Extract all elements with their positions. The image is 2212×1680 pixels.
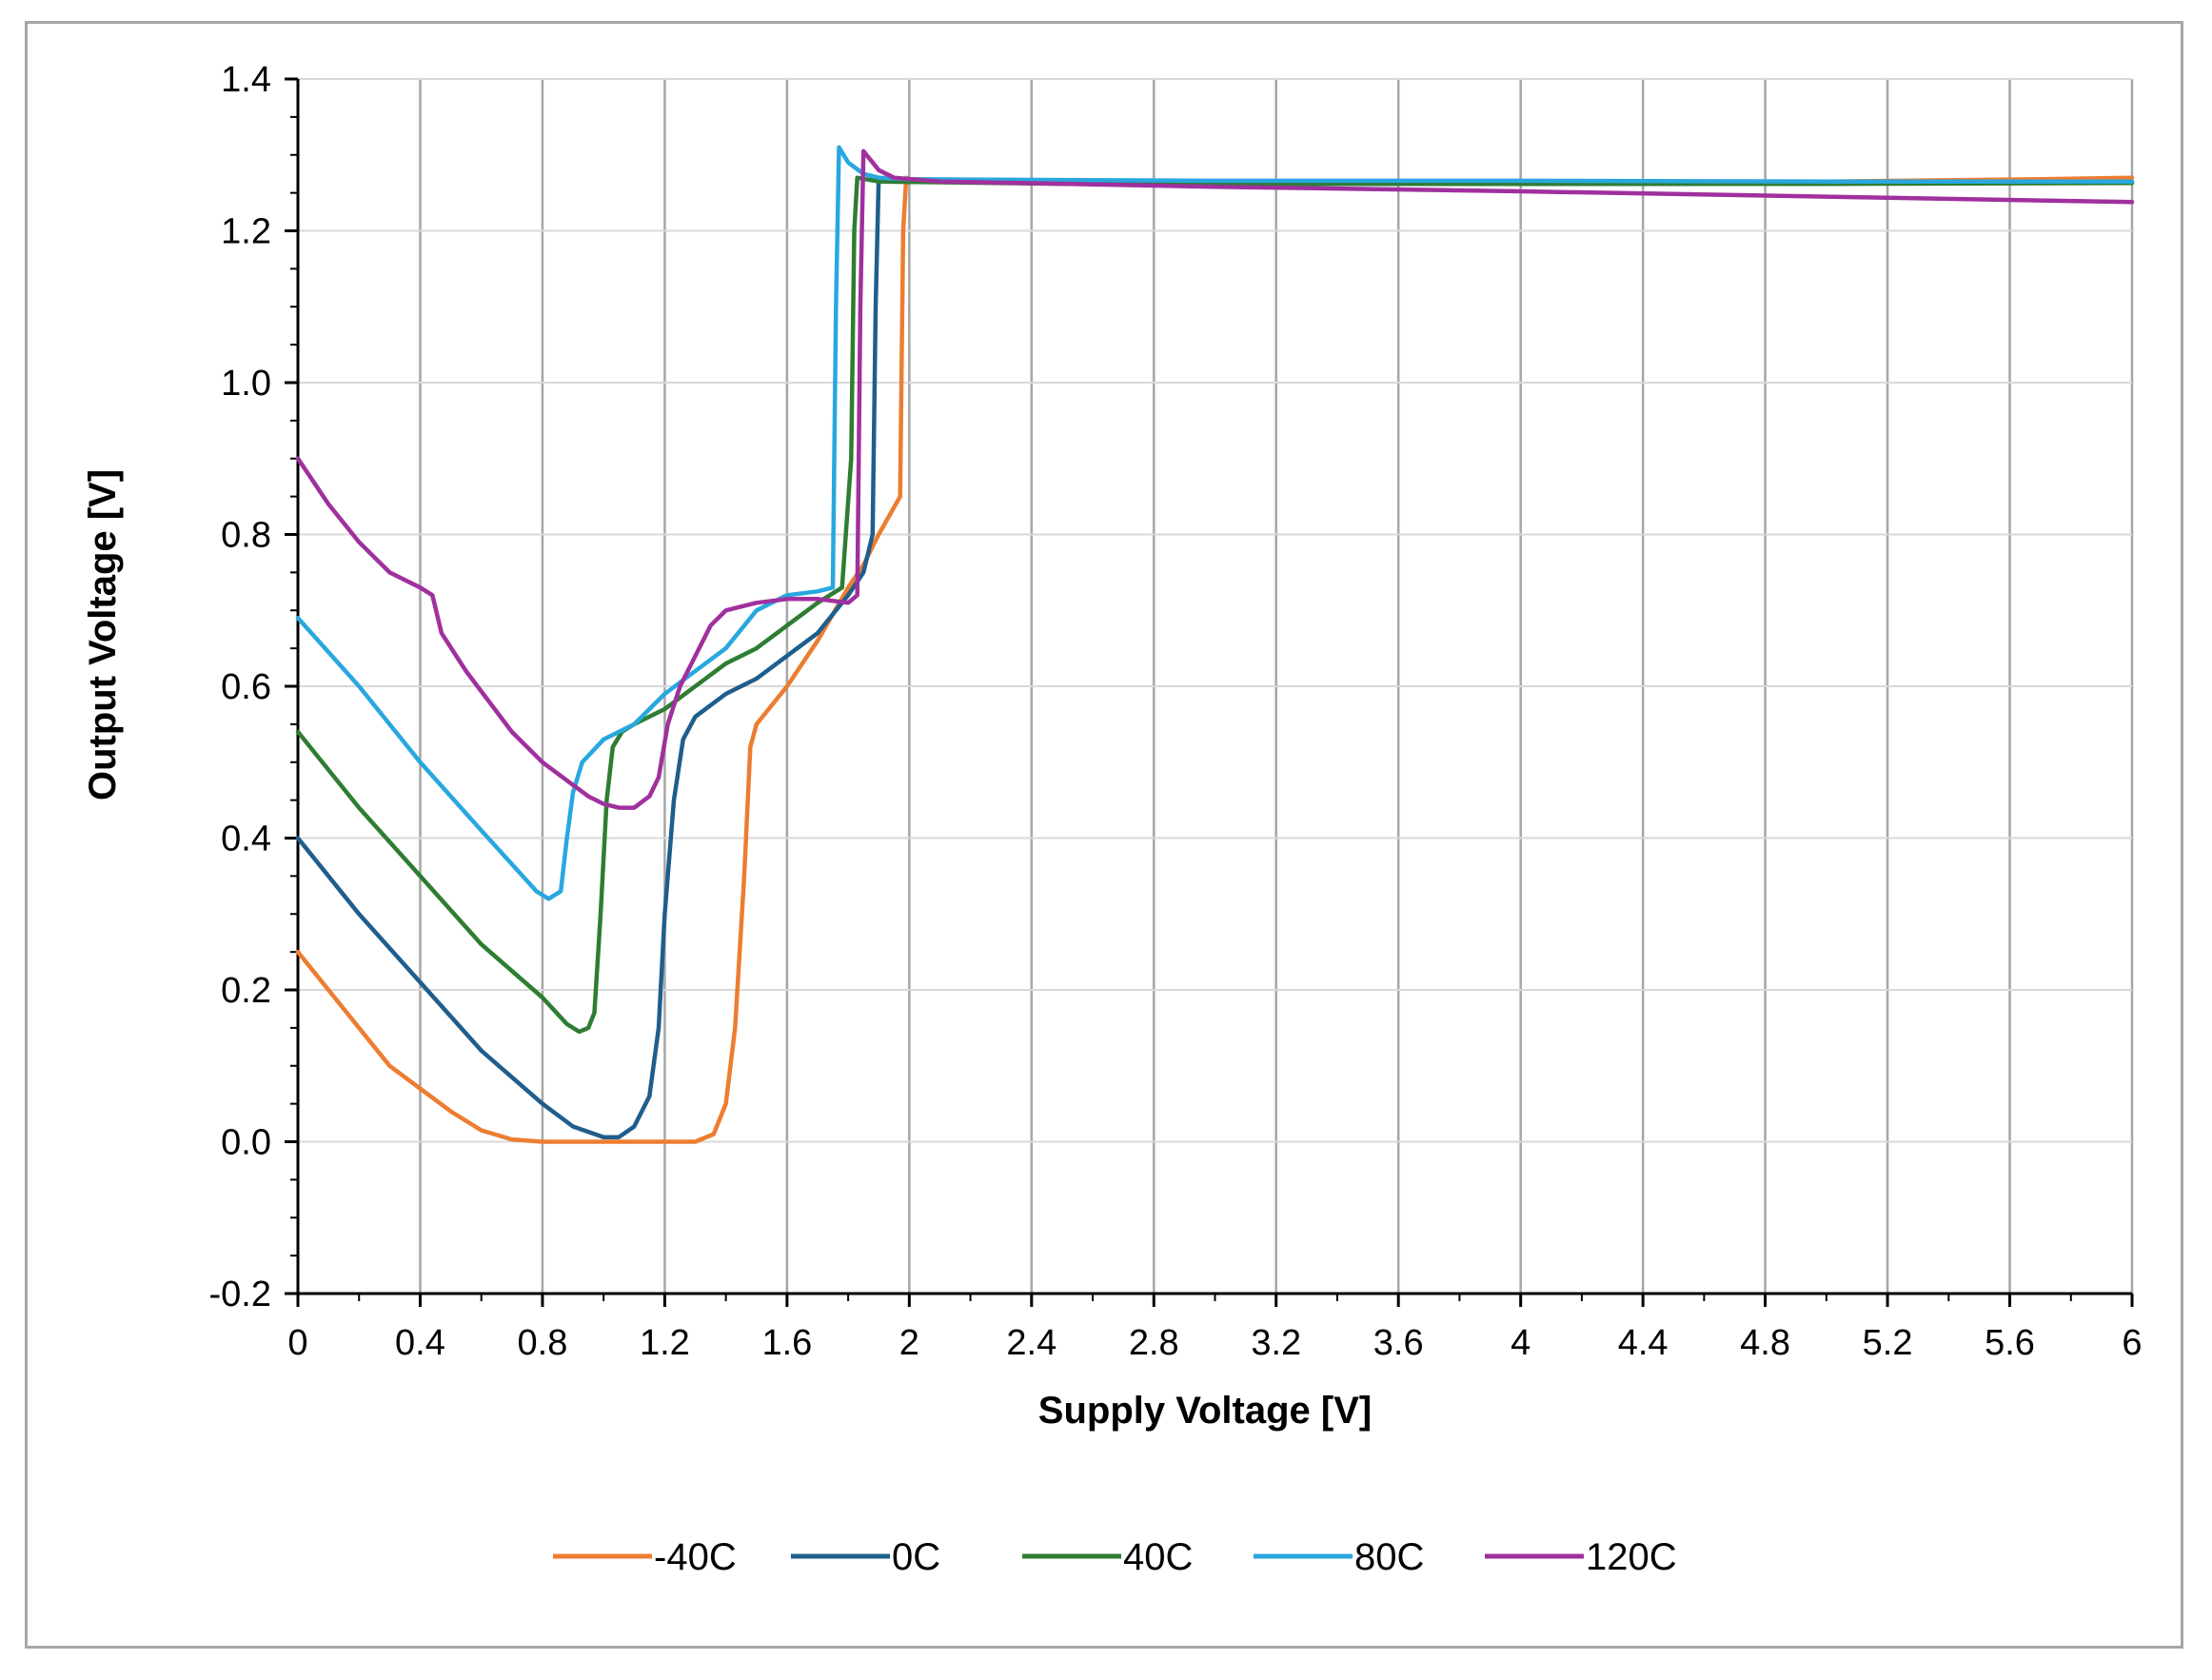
chart-frame: -0.2 0.0 0.2 0.4 0.6 0.8 1.0 1.2 1.4 0 0.4 0.8 1.2 1… xyxy=(25,21,2183,1649)
axes xyxy=(285,77,2134,1307)
gridlines xyxy=(298,78,2134,1294)
y-axis-title: Output Voltage [V] xyxy=(82,469,124,800)
legend-label: 120C xyxy=(1586,1536,1677,1578)
series-line--40C xyxy=(295,175,2135,1144)
y-tick-label: 0.0 xyxy=(221,1123,271,1163)
legend-label: 0C xyxy=(892,1536,940,1578)
y-tick-label: -0.2 xyxy=(209,1275,271,1314)
legend: -40C 0C 40C 80C 120C xyxy=(553,1536,1677,1578)
x-tick-label: 2.8 xyxy=(1129,1323,1179,1363)
x-axis-title: Supply Voltage [V] xyxy=(1038,1390,1372,1432)
x-tick-label: 3.6 xyxy=(1373,1323,1424,1363)
y-tick-label: 1.2 xyxy=(221,212,271,252)
series-lines xyxy=(295,145,2135,1144)
y-tick-label: 1.0 xyxy=(221,364,271,404)
y-tick-label: 0.8 xyxy=(221,516,271,556)
x-tick-label: 2 xyxy=(899,1323,919,1363)
x-tick-label: 0.4 xyxy=(395,1323,445,1363)
x-tick-label: 5.2 xyxy=(1863,1323,1913,1363)
y-tick-label: 0.4 xyxy=(221,820,271,860)
series-line-40C xyxy=(295,175,2135,1035)
x-tick-label: 0.8 xyxy=(518,1323,568,1363)
x-tick-label: 0 xyxy=(287,1323,307,1363)
x-tick-label: 1.6 xyxy=(761,1323,812,1363)
x-tick-label: 4.8 xyxy=(1740,1323,1790,1363)
x-tick-label: 4 xyxy=(1511,1323,1531,1363)
y-tick-label: 1.4 xyxy=(221,60,271,100)
x-tick-label: 5.6 xyxy=(1985,1323,2035,1363)
x-tick-label: 4.4 xyxy=(1618,1323,1669,1363)
y-tick-labels: -0.2 0.0 0.2 0.4 0.6 0.8 1.0 1.2 1.4 xyxy=(209,60,271,1314)
legend-label: -40C xyxy=(654,1536,737,1578)
series-line-0C xyxy=(295,175,2135,1139)
x-tick-label: 1.2 xyxy=(640,1323,690,1363)
x-tick-labels: 0 0.4 0.8 1.2 1.6 2 2.4 2.8 3.2 3.6 4 4.4 4.8 5.2 5.6 6 xyxy=(287,1323,2142,1363)
series-line-120C xyxy=(295,148,2135,810)
x-tick-label: 2.4 xyxy=(1006,1323,1057,1363)
x-tick-label: 6 xyxy=(2122,1323,2142,1363)
line-chart: -0.2 0.0 0.2 0.4 0.6 0.8 1.0 1.2 1.4 0 0.4 0.8 1.2 1… xyxy=(82,60,2143,1578)
x-tick-label: 3.2 xyxy=(1251,1323,1301,1363)
y-tick-label: 0.6 xyxy=(221,667,271,707)
y-tick-label: 0.2 xyxy=(221,971,271,1011)
legend-label: 80C xyxy=(1354,1536,1424,1578)
legend-label: 40C xyxy=(1123,1536,1193,1578)
series-line-80C xyxy=(295,145,2135,901)
